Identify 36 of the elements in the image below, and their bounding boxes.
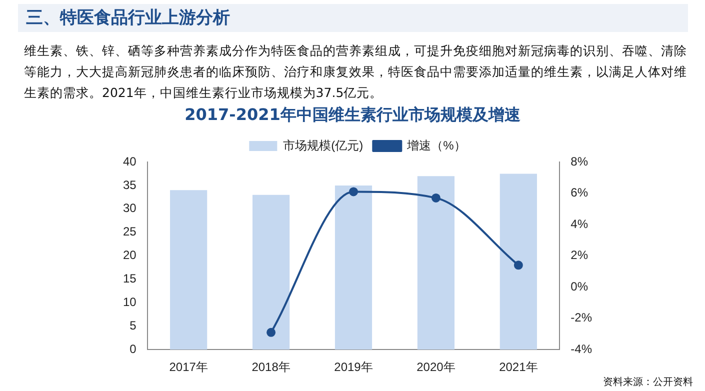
x-tick-label: 2017年 bbox=[169, 360, 208, 374]
x-tick-label: 2021年 bbox=[499, 360, 538, 374]
point bbox=[514, 260, 523, 270]
bar bbox=[500, 174, 537, 350]
y-tick-label: 5 bbox=[130, 318, 137, 332]
chart-title: 2017-2021年中国维生素行业市场规模及增速 bbox=[184, 105, 522, 126]
bar bbox=[417, 176, 455, 350]
y-tick-label: 20 bbox=[122, 248, 137, 262]
y2-tick-label: 6% bbox=[570, 186, 588, 200]
bar bbox=[252, 194, 290, 350]
y2-tick-label: -4% bbox=[570, 342, 592, 356]
bar bbox=[170, 190, 208, 350]
legend-label: 增速（%） bbox=[406, 138, 466, 152]
y-tick-label: 10 bbox=[122, 295, 137, 310]
y2-tick-label: -2% bbox=[570, 310, 592, 325]
x-tick-label: 2019年 bbox=[334, 360, 373, 374]
y-tick-label: 30 bbox=[122, 201, 137, 216]
y-tick-label: 35 bbox=[122, 178, 137, 192]
y2-tick-label: 0% bbox=[570, 279, 588, 294]
x-tick-label: 2020年 bbox=[416, 360, 456, 374]
y-tick-label: 15 bbox=[122, 272, 137, 286]
y2-tick-label: 8% bbox=[570, 154, 588, 168]
y2-tick-label: 2% bbox=[570, 248, 588, 262]
y-tick-label: 25 bbox=[122, 224, 137, 239]
text: 维生素、铁、锌、硒等多种营养素成分作为特医食品的营养素组成，可提升免疫细胞对新冠病毒的识别、吞噬、清除等能力，大大提高新冠肺炎患者的临床预防、治疗和康复效果，特医食品中需要添加适量的维生素，以满足人体对维生素的需求。2021年，中国维生素行业市场规模为37.5亿元。 bbox=[24, 42, 688, 102]
point bbox=[349, 187, 358, 196]
y-tick-label: 0 bbox=[130, 342, 137, 356]
y2-tick-label: 4% bbox=[570, 216, 588, 231]
bar bbox=[334, 185, 372, 350]
point bbox=[266, 328, 276, 337]
text: 资料来源：公开资料 bbox=[603, 376, 693, 389]
legend-label: 市场规模(亿元) bbox=[283, 138, 364, 152]
x-tick-label: 2018年 bbox=[252, 360, 290, 374]
y-tick-label: 40 bbox=[122, 154, 137, 168]
text: 三、特医食品行业上游分析 bbox=[18, 4, 688, 32]
point bbox=[431, 193, 440, 202]
